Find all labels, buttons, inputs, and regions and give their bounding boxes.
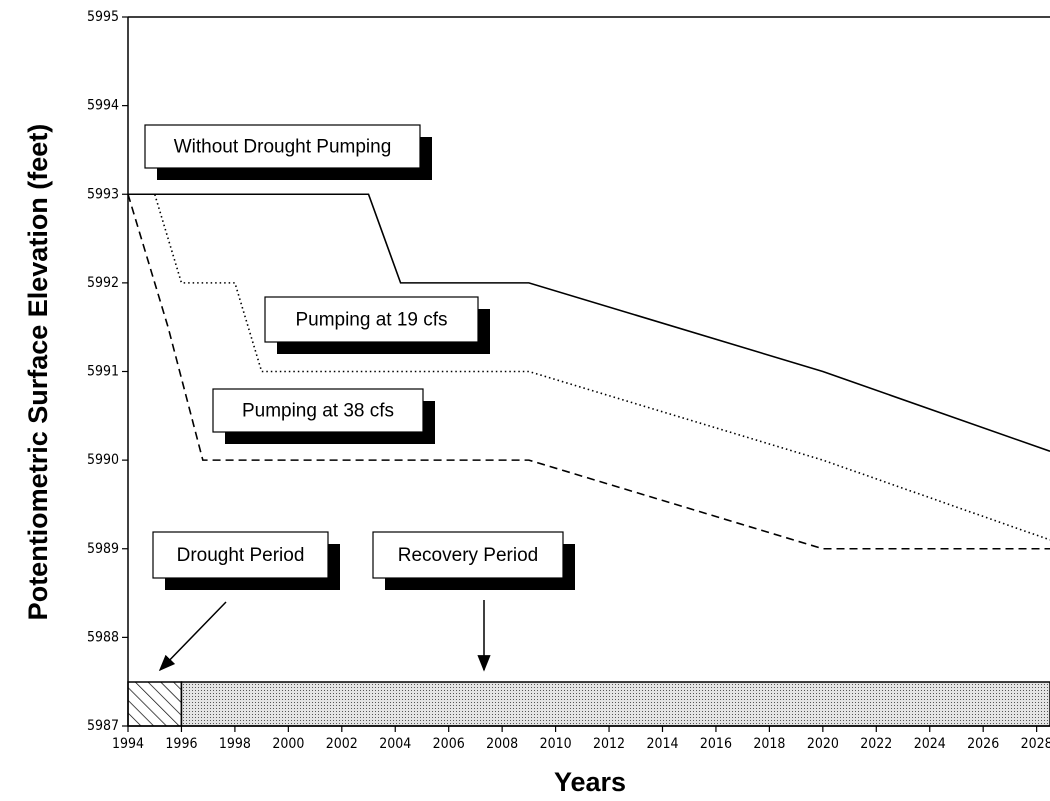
annotation-label: Pumping at 38 cfs xyxy=(242,401,394,422)
annotation-label: Drought Period xyxy=(177,545,305,566)
x-tick-label: 2018 xyxy=(753,736,785,752)
x-tick-label: 2022 xyxy=(860,736,892,752)
y-tick-label: 5993 xyxy=(87,186,119,202)
y-tick-label: 5992 xyxy=(87,275,119,291)
y-tick-label: 5994 xyxy=(87,98,119,114)
label-box xyxy=(372,531,564,579)
label-box xyxy=(144,124,421,169)
x-tick-label: 1996 xyxy=(165,736,197,752)
x-tick-label: 1994 xyxy=(112,736,144,752)
x-tick-label: 2028 xyxy=(1021,736,1050,752)
period-band xyxy=(180,681,1050,727)
y-tick-label: 5990 xyxy=(87,452,119,468)
series-line xyxy=(127,194,1050,550)
x-tick-label: 1998 xyxy=(219,736,251,752)
y-axis-title: Potentiometric Surface Elevation (feet) xyxy=(23,124,53,621)
x-tick-label: 2008 xyxy=(486,736,518,752)
x-axis-title: Years xyxy=(554,767,626,797)
x-tick-label: 2000 xyxy=(272,736,304,752)
x-tick-label: 2016 xyxy=(700,736,732,752)
annotation-label: Pumping at 19 cfs xyxy=(295,310,447,331)
y-tick-label: 5987 xyxy=(87,718,119,734)
x-tick-label: 2002 xyxy=(326,736,358,752)
x-tick-label: 2024 xyxy=(914,736,946,752)
label-box xyxy=(264,296,479,343)
y-tick-label: 5991 xyxy=(87,364,119,380)
annotation-label: Without Drought Pumping xyxy=(174,137,392,158)
x-tick-label: 2026 xyxy=(967,736,999,752)
x-tick-label: 2006 xyxy=(433,736,465,752)
y-tick-label: 5989 xyxy=(87,541,119,557)
x-tick-label: 2012 xyxy=(593,736,625,752)
label-box xyxy=(152,531,329,579)
y-tick-label: 5995 xyxy=(87,9,119,25)
x-tick-label: 2004 xyxy=(379,736,411,752)
period-band xyxy=(127,681,183,727)
x-tick-label: 2010 xyxy=(540,736,572,752)
x-tick-label: 2014 xyxy=(646,736,678,752)
y-tick-label: 5988 xyxy=(87,629,119,645)
series-line xyxy=(128,193,1050,453)
x-tick-label: 2020 xyxy=(807,736,839,752)
series-line xyxy=(128,193,1050,541)
label-box xyxy=(212,388,424,433)
arrow xyxy=(158,601,227,672)
annotation-label: Recovery Period xyxy=(398,545,538,566)
